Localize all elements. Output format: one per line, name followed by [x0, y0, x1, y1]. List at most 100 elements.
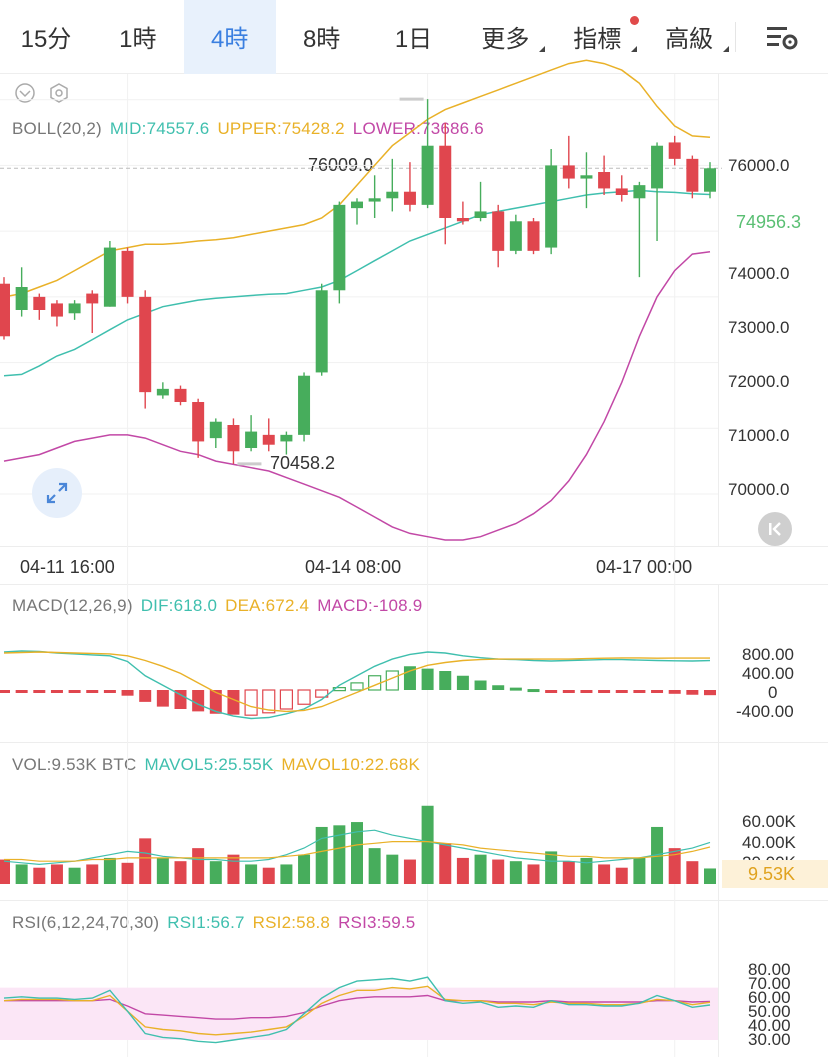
eye-icon[interactable]	[14, 82, 36, 104]
macd-bar	[633, 690, 646, 693]
candle-body	[386, 191, 399, 199]
volume-bar	[0, 859, 10, 884]
vol-tick: 60.00K	[742, 812, 796, 831]
tab-indicators[interactable]: 指標	[551, 0, 643, 74]
macd-bar	[421, 668, 434, 690]
dropdown-triangle-icon	[723, 45, 730, 52]
volume-bar	[545, 851, 558, 884]
volume-bar	[174, 861, 187, 884]
chart-settings-button[interactable]	[736, 0, 828, 74]
volume-bar	[474, 854, 487, 884]
macd-bar	[580, 690, 593, 693]
candle-body	[156, 388, 169, 396]
volume-bar	[686, 861, 699, 884]
panel-divider	[0, 546, 828, 547]
candle-body	[192, 402, 205, 442]
volume-bar	[298, 854, 311, 884]
volume-bar	[50, 864, 63, 884]
tab-15m[interactable]: 15分	[0, 0, 92, 74]
axis-divider	[718, 584, 719, 1057]
vol-label: VOL:9.53K BTC	[12, 755, 137, 774]
candle-body	[545, 165, 558, 248]
tab-more[interactable]: 更多	[459, 0, 551, 74]
notification-dot	[630, 15, 640, 25]
volume-bar	[580, 857, 593, 884]
rsi-tick: 40.00	[748, 1016, 791, 1035]
rsi-legend: RSI(6,12,24,70,30) RSI1:56.7 RSI2:58.8 RSI3…	[12, 913, 423, 933]
volume-bar	[403, 859, 416, 884]
macd-bar	[227, 690, 240, 715]
chart-settings-icon	[767, 26, 798, 49]
expand-button[interactable]	[32, 468, 82, 518]
macd-bar	[86, 690, 99, 693]
mavol10: MAVOL10:22.68K	[281, 755, 420, 774]
boll-label: BOLL(20,2)	[12, 119, 102, 138]
macd-bar	[651, 690, 664, 693]
last-price-tag: 74956.3	[722, 208, 828, 236]
candle-body	[86, 293, 99, 304]
macd-bar	[68, 690, 81, 693]
volume-bar	[456, 857, 469, 884]
volume-bar	[562, 861, 575, 884]
price-tick: 74000.0	[728, 264, 790, 283]
macd-tick: 0	[768, 683, 778, 702]
volume-bar	[15, 864, 28, 884]
axis-divider	[718, 74, 719, 546]
candle-body	[456, 218, 469, 222]
volume-bar	[651, 826, 664, 884]
candle-body	[492, 211, 505, 251]
macd-bar	[0, 690, 10, 693]
candle-body	[668, 142, 681, 159]
dropdown-triangle-icon	[539, 45, 546, 52]
candle-body	[421, 145, 434, 205]
candle-body	[298, 375, 311, 435]
tab-divider	[735, 21, 737, 52]
vol-legend: VOL:9.53K BTC MAVOL5:25.55K MAVOL10:22.68K	[12, 755, 428, 775]
tab-label: 更多	[481, 26, 530, 53]
boll-lower-line	[3, 250, 711, 541]
macd-dea-line	[3, 651, 710, 713]
candle-body	[704, 168, 716, 192]
candle-body	[527, 221, 540, 251]
tab-8h[interactable]: 8時	[276, 0, 368, 74]
price-tick: 73000.0	[728, 318, 790, 337]
tab-4h[interactable]: 4時	[183, 0, 276, 74]
rsi2: RSI2:58.8	[252, 913, 331, 932]
volume-bar	[33, 867, 46, 884]
candle-body	[651, 145, 664, 189]
price-tick: 72000.0	[728, 372, 790, 391]
macd-bar	[174, 690, 187, 709]
macd-bar	[474, 680, 487, 690]
volume-bar	[315, 826, 328, 884]
rsi1: RSI1:56.7	[167, 913, 245, 932]
macd-bar	[156, 690, 169, 707]
date-label: 04-17 00:00	[596, 557, 693, 577]
macd-bar	[527, 689, 540, 693]
macd-bar	[615, 690, 628, 693]
macd-tick: 400.00	[742, 664, 794, 683]
gear-icon[interactable]	[48, 82, 70, 104]
panel-divider	[0, 584, 828, 585]
volume-bar	[245, 864, 258, 884]
tab-1h[interactable]: 1時	[92, 0, 184, 74]
candle-body	[333, 204, 346, 291]
tab-label: 指標	[573, 26, 622, 53]
tab-advanced[interactable]: 高級	[643, 0, 735, 74]
boll-upper-line	[3, 59, 711, 298]
candle-body	[509, 221, 522, 251]
tab-1d[interactable]: 1日	[368, 0, 460, 74]
macd-dif: DIF:618.0	[140, 596, 218, 615]
tab-label: 15分	[20, 26, 72, 53]
macd-bar	[509, 687, 522, 691]
candle-body	[686, 158, 699, 192]
jump-to-latest-button[interactable]	[758, 512, 792, 546]
candle-body	[245, 431, 258, 448]
tab-label: 4時	[211, 26, 249, 53]
volume-bar	[668, 848, 681, 884]
candle-body	[68, 303, 81, 314]
volume-bar	[192, 848, 205, 884]
macd-bar	[562, 690, 575, 693]
macd-bar	[350, 682, 364, 691]
boll-upper: UPPER:75428.2	[217, 119, 345, 138]
